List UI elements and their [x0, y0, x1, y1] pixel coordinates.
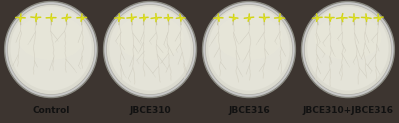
Text: Control: Control [32, 106, 70, 115]
Ellipse shape [5, 1, 97, 98]
Ellipse shape [10, 6, 92, 91]
Ellipse shape [208, 6, 290, 91]
Ellipse shape [109, 6, 191, 91]
Ellipse shape [107, 4, 194, 95]
Text: JBCE316: JBCE316 [228, 106, 270, 115]
Text: JBCE310+JBCE316: JBCE310+JBCE316 [302, 106, 393, 115]
Ellipse shape [302, 1, 394, 98]
Ellipse shape [314, 15, 381, 60]
Ellipse shape [205, 4, 292, 95]
Ellipse shape [18, 15, 85, 60]
Text: JBCE310: JBCE310 [129, 106, 171, 115]
Ellipse shape [304, 4, 391, 95]
Ellipse shape [215, 15, 282, 60]
Ellipse shape [104, 1, 196, 98]
Ellipse shape [203, 1, 295, 98]
Ellipse shape [8, 4, 95, 95]
Ellipse shape [307, 6, 389, 91]
Ellipse shape [117, 15, 184, 60]
